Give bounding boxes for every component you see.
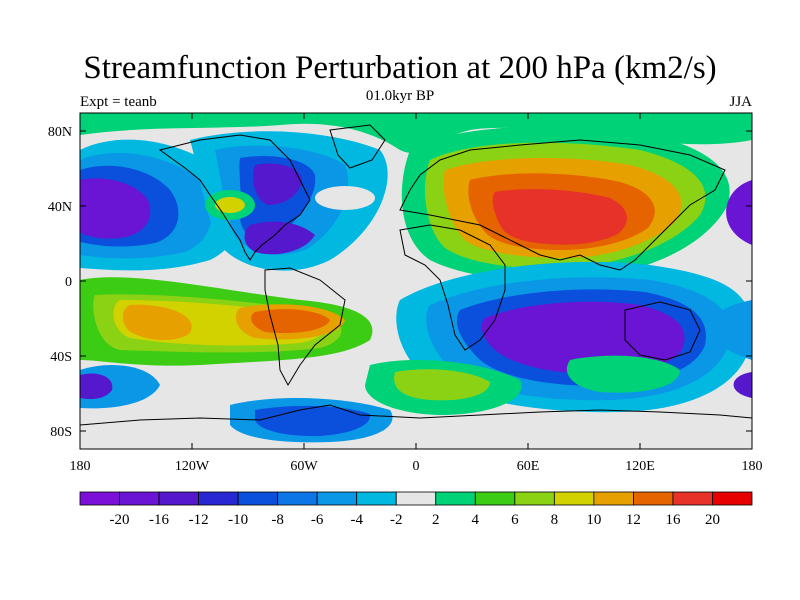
colorbar-label: 16 [665,512,681,528]
lat-tick-label: 80S [50,425,72,440]
colorbar-label: -12 [189,512,209,528]
colorbar-swatch [395,491,437,506]
colorbar-label: 4 [472,512,480,528]
coast-australia [624,301,701,361]
colorbar-swatch [593,491,634,506]
colorbar-swatch [435,491,476,506]
lat-tick-label: 0 [65,275,72,290]
colorbar-swatch [553,491,595,506]
field-north-pacific-negative-16 [80,178,151,239]
lon-tick-label: 180 [742,459,763,474]
colorbar-swatch [672,491,713,506]
colorbar-label: 6 [511,512,519,528]
colorbar-label: -2 [390,512,403,528]
coast-antarctica [80,404,752,426]
time-label: 01.0kyr BP [365,88,435,104]
lon-tick-label: 60E [517,459,540,474]
colorbar-label: -10 [228,512,248,528]
field-south-atlantic-positive-6 [394,369,490,401]
lat-tick-label: 80N [48,125,72,140]
colorbar-swatch [633,491,674,506]
field-central-america-negative-16 [244,221,315,255]
lat-tick-label: 40S [50,350,72,365]
field-arctic-positive [80,113,752,153]
field-southeast-pacific-negative-8 [733,372,752,398]
colorbar-label: 12 [626,512,641,528]
coast-greenland [329,124,386,169]
field-north-atlantic-oval [315,186,375,210]
field-south-pacific-positive-12 [122,304,192,341]
longitude-ticks: 180 120W 60W 0 60E 120E 180 [70,113,763,474]
field-south-america-positive-16 [251,309,330,334]
colorbar-label: -20 [110,512,130,528]
field-eurasia-positive-16 [492,189,628,245]
colorbar-label: 20 [705,512,720,528]
colorbar-swatch [277,491,318,506]
field-northeast-pacific-negative-16 [726,180,752,245]
colorbar-swatch [514,491,555,506]
latitude-ticks: 80N 40N 0 40S 80S [48,125,752,440]
coast-eurasia [399,139,726,271]
colorbar-swatch [237,491,279,506]
lon-tick-label: 60W [290,459,318,474]
colorbar-label: 10 [586,512,601,528]
field-north-america-negative-16 [253,163,302,205]
lon-tick-label: 0 [413,459,420,474]
colorbar-swatch [79,491,120,506]
field-south-pacific-negative [709,300,752,360]
colorbar-swatch [474,491,516,506]
lon-tick-label: 180 [70,459,91,474]
lon-tick-label: 120E [625,459,655,474]
colorbar-label: -6 [311,512,324,528]
colorbar-swatch [198,491,239,506]
field-southwest-pacific-negative-8 [80,373,113,400]
coast-north-america [158,134,311,261]
field-south-indian-positive [566,355,680,393]
colorbar-swatch [712,491,753,506]
map-title: Streamfunction Perturbation at 200 hPa (… [83,50,717,86]
coastlines [80,124,752,426]
colorbar-label: -4 [350,512,363,528]
field-southern-ocean-negative-6 [255,405,371,437]
colorbar-swatch [316,491,358,506]
colorbar-swatch [158,491,199,506]
colorbar-label: 2 [432,512,440,528]
colorbar-label: 8 [551,512,559,528]
experiment-label: Expt = teanb [80,94,157,110]
lat-tick-label: 40N [48,200,72,215]
coast-africa [399,224,506,351]
field-north-pacific-oval-inner [215,197,245,213]
colorbar-label: -16 [149,512,169,528]
colorbar-swatch [356,491,397,506]
lon-tick-label: 120W [175,459,210,474]
coast-south-america [264,267,346,387]
colorbar-label: -8 [271,512,284,528]
colorbar-swatch [119,491,160,506]
season-label: JJA [729,94,752,110]
plot-area [80,113,752,449]
field-indian-ocean-negative-16 [481,301,685,375]
colorbar: -20 -16 -12 -10 -8 -6 -4 -2 2 4 6 8 10 12 16 20 [79,491,753,528]
